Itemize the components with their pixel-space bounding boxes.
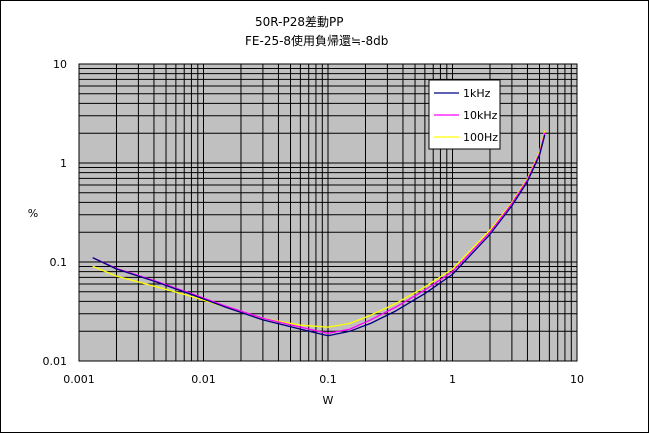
tick-labels: 0.001 0.01 0.1 1 10 0.01 0.1 1 10 — [43, 58, 585, 386]
y-tick-label: 1 — [60, 157, 67, 170]
grid-lines — [79, 64, 577, 361]
legend-label-100hz: 100Hz — [463, 131, 498, 144]
x-axis-label: W — [323, 394, 334, 407]
y-tick-label: 0.1 — [50, 256, 68, 269]
x-tick-label: 0.1 — [319, 373, 337, 386]
legend-label-10khz: 10kHz — [463, 109, 498, 122]
y-tick-label: 10 — [53, 58, 67, 71]
series-line-1khz — [92, 134, 546, 337]
y-tick-label: 0.01 — [43, 355, 68, 368]
legend-label-1khz: 1kHz — [463, 87, 491, 100]
x-tick-label: 0.01 — [191, 373, 216, 386]
series-lines — [92, 130, 546, 337]
x-tick-label: 10 — [570, 373, 584, 386]
series-line-10khz — [92, 132, 546, 335]
chart-title-line-1: 50R-P28差動PP — [255, 15, 343, 29]
y-axis-label: % — [28, 207, 38, 220]
chart-title-line-2: FE-25-8使用負帰還≒-8db — [245, 33, 388, 48]
x-tick-label: 0.001 — [63, 373, 95, 386]
legend: 1kHz 10kHz 100Hz — [428, 79, 501, 150]
x-tick-label: 1 — [449, 373, 456, 386]
